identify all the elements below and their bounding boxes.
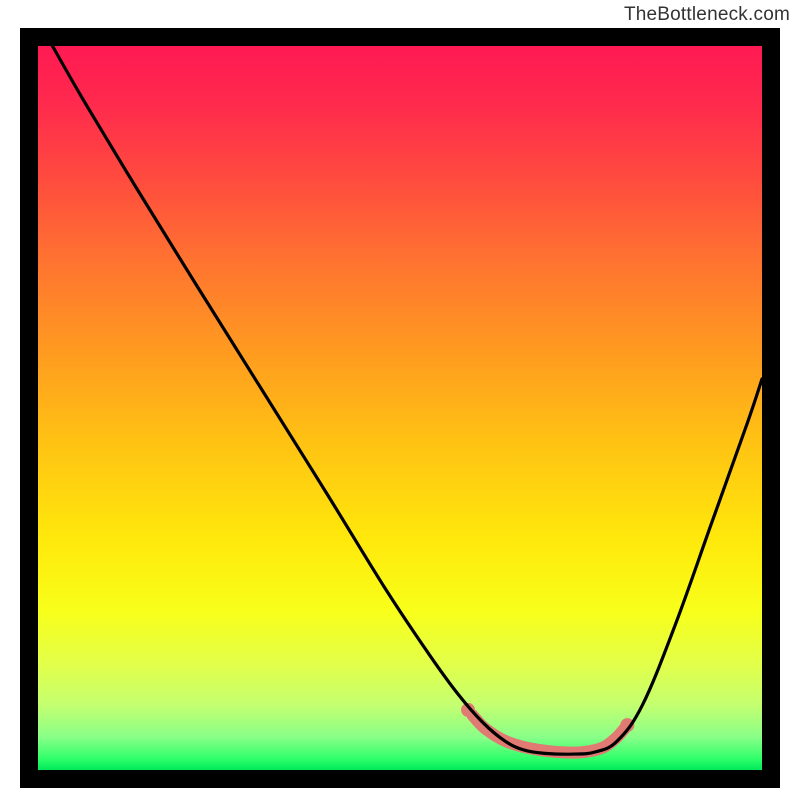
gradient-background	[38, 46, 762, 770]
plot-frame	[20, 28, 780, 788]
chart-canvas	[38, 46, 762, 770]
watermark-text: TheBottleneck.com	[624, 4, 790, 26]
